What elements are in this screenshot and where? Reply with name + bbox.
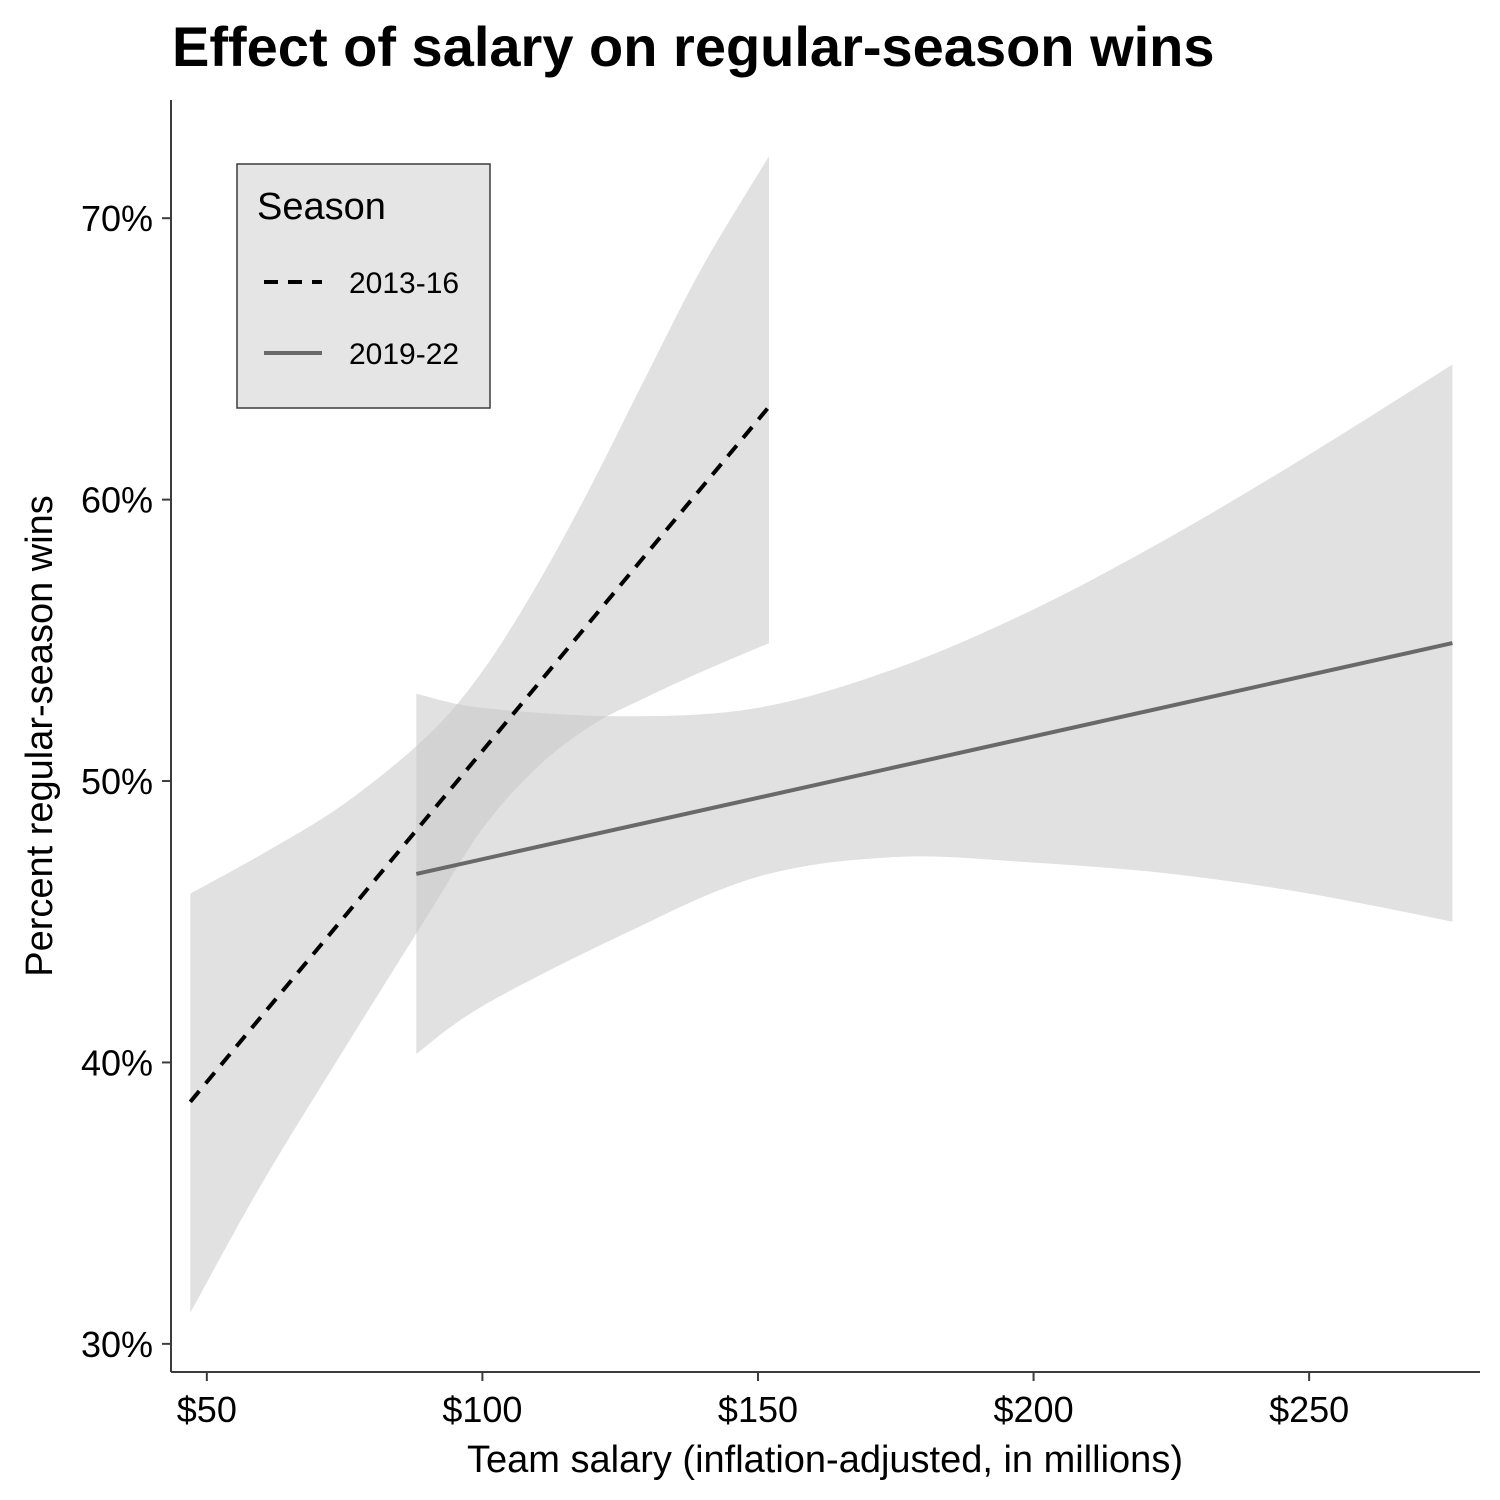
legend-title: Season [257, 186, 386, 228]
x-tick-label: $50 [177, 1389, 237, 1430]
y-axis-title: Percent regular-season wins [19, 495, 61, 977]
y-tick-label: 70% [81, 198, 153, 239]
x-tick-label: $200 [994, 1389, 1074, 1430]
legend-label-2019-22: 2019-22 [349, 338, 459, 371]
y-ticks: 30% 40% 50% 60% 70% [81, 198, 171, 1365]
x-tick-label: $150 [718, 1389, 798, 1430]
series-line-2013-16 [188, 405, 771, 1104]
chart-title: Effect of salary on regular-season wins [172, 15, 1215, 78]
x-ticks: $50 $100 $150 $200 $250 [177, 1372, 1349, 1430]
y-tick-label: 50% [81, 761, 153, 802]
legend-label-2013-16: 2013-16 [349, 267, 459, 300]
legend: Season 2013-16 2019-22 [236, 163, 491, 409]
x-tick-label: $250 [1269, 1389, 1349, 1430]
x-axis-title: Team salary (inflation-adjusted, in mill… [467, 1439, 1183, 1481]
confidence-bands [190, 156, 1453, 1313]
y-tick-label: 60% [81, 480, 153, 521]
series-lines [188, 405, 1453, 1104]
y-tick-label: 30% [81, 1324, 153, 1365]
ci-band-2019-22 [416, 364, 1453, 1054]
y-tick-label: 40% [81, 1042, 153, 1083]
legend-box [236, 163, 491, 409]
series-line-2019-22 [415, 641, 1453, 876]
x-tick-label: $100 [442, 1389, 522, 1430]
